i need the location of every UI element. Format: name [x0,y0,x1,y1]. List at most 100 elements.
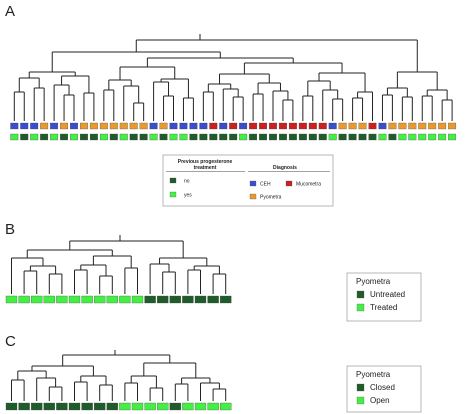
diagnosis-cell-21 [209,122,218,130]
treatment-cell-45 [448,133,457,141]
treatment-cell-41 [408,133,417,141]
treatment-cell-17 [169,133,178,141]
treatment-cell-43 [428,133,437,141]
leaf-cell-c-4 [43,402,55,411]
leaf-cell-b-5 [56,295,68,304]
treatment-cell-24 [239,133,248,141]
diagnosis-cell-41 [408,122,417,130]
diagnosis-cell-16 [159,122,168,130]
diagnosis-cell-39 [388,122,397,130]
legend-a-pyometra-swatch [249,193,257,200]
diagnosis-cell-27 [269,122,277,130]
panel-letter-b: B [5,221,15,238]
legend-a-mucometra-swatch [285,180,293,187]
dendrogram-b [11,235,227,294]
treatment-cell-3 [30,133,39,141]
leaf-cell-c-12 [144,402,156,411]
treatment-cell-34 [338,133,347,141]
treatment-cell-32 [318,133,327,141]
leaf-cell-b-11 [131,295,144,304]
leaf-cell-c-17 [207,402,219,411]
legend-a-no-swatch [169,177,177,184]
leaf-cell-b-13 [157,295,169,304]
leaf-cell-b-2 [18,295,30,304]
legend-a-diagnosis-title: Diagnosis [273,165,297,171]
leaf-cell-b-3 [31,295,43,304]
treatment-cell-7 [70,133,78,141]
leaf-cell-c-9 [106,402,118,411]
legend-c-open-label: Open [370,396,390,405]
legend-a-pyometra-label: Pyometra [260,195,282,201]
treatment-cell-10 [99,133,108,141]
treatment-cell-18 [179,133,188,141]
treatment-cell-23 [229,133,238,141]
diagnosis-cell-19 [189,122,198,130]
leaf-cell-c-13 [157,402,169,411]
legend-a-yes-label: yes [184,193,192,199]
diagnosis-cell-38 [378,122,387,130]
legend-a-no-label: no [184,179,190,185]
treatment-cell-8 [80,133,88,141]
diagnosis-cell-9 [89,122,98,130]
leaf-cell-b-16 [194,295,207,304]
treatment-cell-33 [328,133,337,141]
panel-letter-c: C [5,333,16,350]
dendrogram-a [13,34,453,121]
legend-a-yes-swatch [169,191,177,198]
legend-b: Pyometra Untreated Treated [346,272,422,322]
leaf-cell-b-14 [169,295,181,304]
leaf-cell-b-15 [182,295,194,304]
diagnosis-cell-6 [60,122,68,130]
leaf-cell-c-8 [94,402,106,411]
treatment-cell-20 [199,133,208,141]
treatment-cell-15 [149,133,158,141]
treatment-cell-31 [308,133,317,141]
treatment-cell-1 [10,133,19,141]
leaf-cell-b-1 [5,295,18,304]
legend-b-treated-swatch [356,303,365,312]
treatment-cell-37 [368,133,377,141]
treatment-cell-42 [418,133,427,141]
diagnosis-cell-33 [328,122,337,130]
diagnosis-cell-17 [169,122,178,130]
diagnosis-cell-12 [119,122,128,130]
diagnosis-cell-35 [348,122,357,130]
leaf-cell-c-11 [131,402,144,411]
leaf-cell-c-1 [5,402,18,411]
legend-c-closed-swatch [356,383,365,392]
diagnosis-cell-40 [398,122,407,130]
treatment-cell-44 [438,133,447,141]
treatment-cell-16 [159,133,168,141]
diagnosis-cell-8 [80,122,88,130]
leaf-cell-c-10 [119,402,131,411]
leaf-rows-a [10,122,457,141]
treatment-cell-35 [348,133,357,141]
treatment-cell-40 [398,133,407,141]
leaf-cell-c-15 [182,402,194,411]
legend-a-box [162,154,334,207]
treatment-cell-4 [40,133,49,141]
leaf-cell-c-16 [194,402,207,411]
diagnosis-cell-10 [99,122,108,130]
leaf-cell-c-18 [220,402,232,411]
diagnosis-cell-5 [50,122,59,130]
diagnosis-cell-4 [40,122,49,130]
diagnosis-cell-14 [139,122,148,130]
diagnosis-cell-42 [418,122,427,130]
treatment-cell-19 [189,133,198,141]
legend-b-untreated-label: Untreated [370,290,405,299]
treatment-cell-6 [60,133,68,141]
leaf-cell-b-10 [119,295,131,304]
leaf-cell-b-18 [220,295,232,304]
leaf-row-b [5,295,232,304]
diagnosis-cell-11 [109,122,118,130]
treatment-cell-27 [269,133,277,141]
diagnosis-cell-26 [259,122,267,130]
legend-c-closed-label: Closed [370,383,395,392]
diagnosis-cell-34 [338,122,347,130]
treatment-cell-5 [50,133,59,141]
treatment-cell-36 [358,133,367,141]
diagnosis-cell-15 [149,122,158,130]
legend-a-mucometra-label: Mucometra [296,182,321,188]
diagnosis-cell-24 [239,122,248,130]
